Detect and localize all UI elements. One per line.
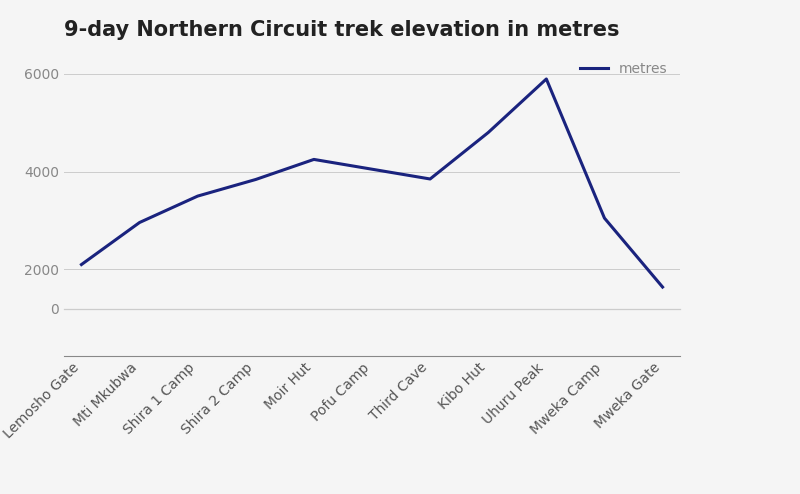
Line: metres: metres [82,79,662,287]
Legend: metres: metres [574,56,673,82]
metres [542,76,551,82]
metres [193,193,202,199]
Text: 9-day Northern Circuit trek elevation in metres: 9-day Northern Circuit trek elevation in… [64,19,619,40]
metres [77,262,86,268]
metres [134,219,144,225]
metres [658,284,667,290]
metres [251,176,261,182]
metres [426,176,435,182]
metres [367,166,377,172]
metres [483,129,493,135]
metres [309,157,318,163]
metres [600,215,610,221]
